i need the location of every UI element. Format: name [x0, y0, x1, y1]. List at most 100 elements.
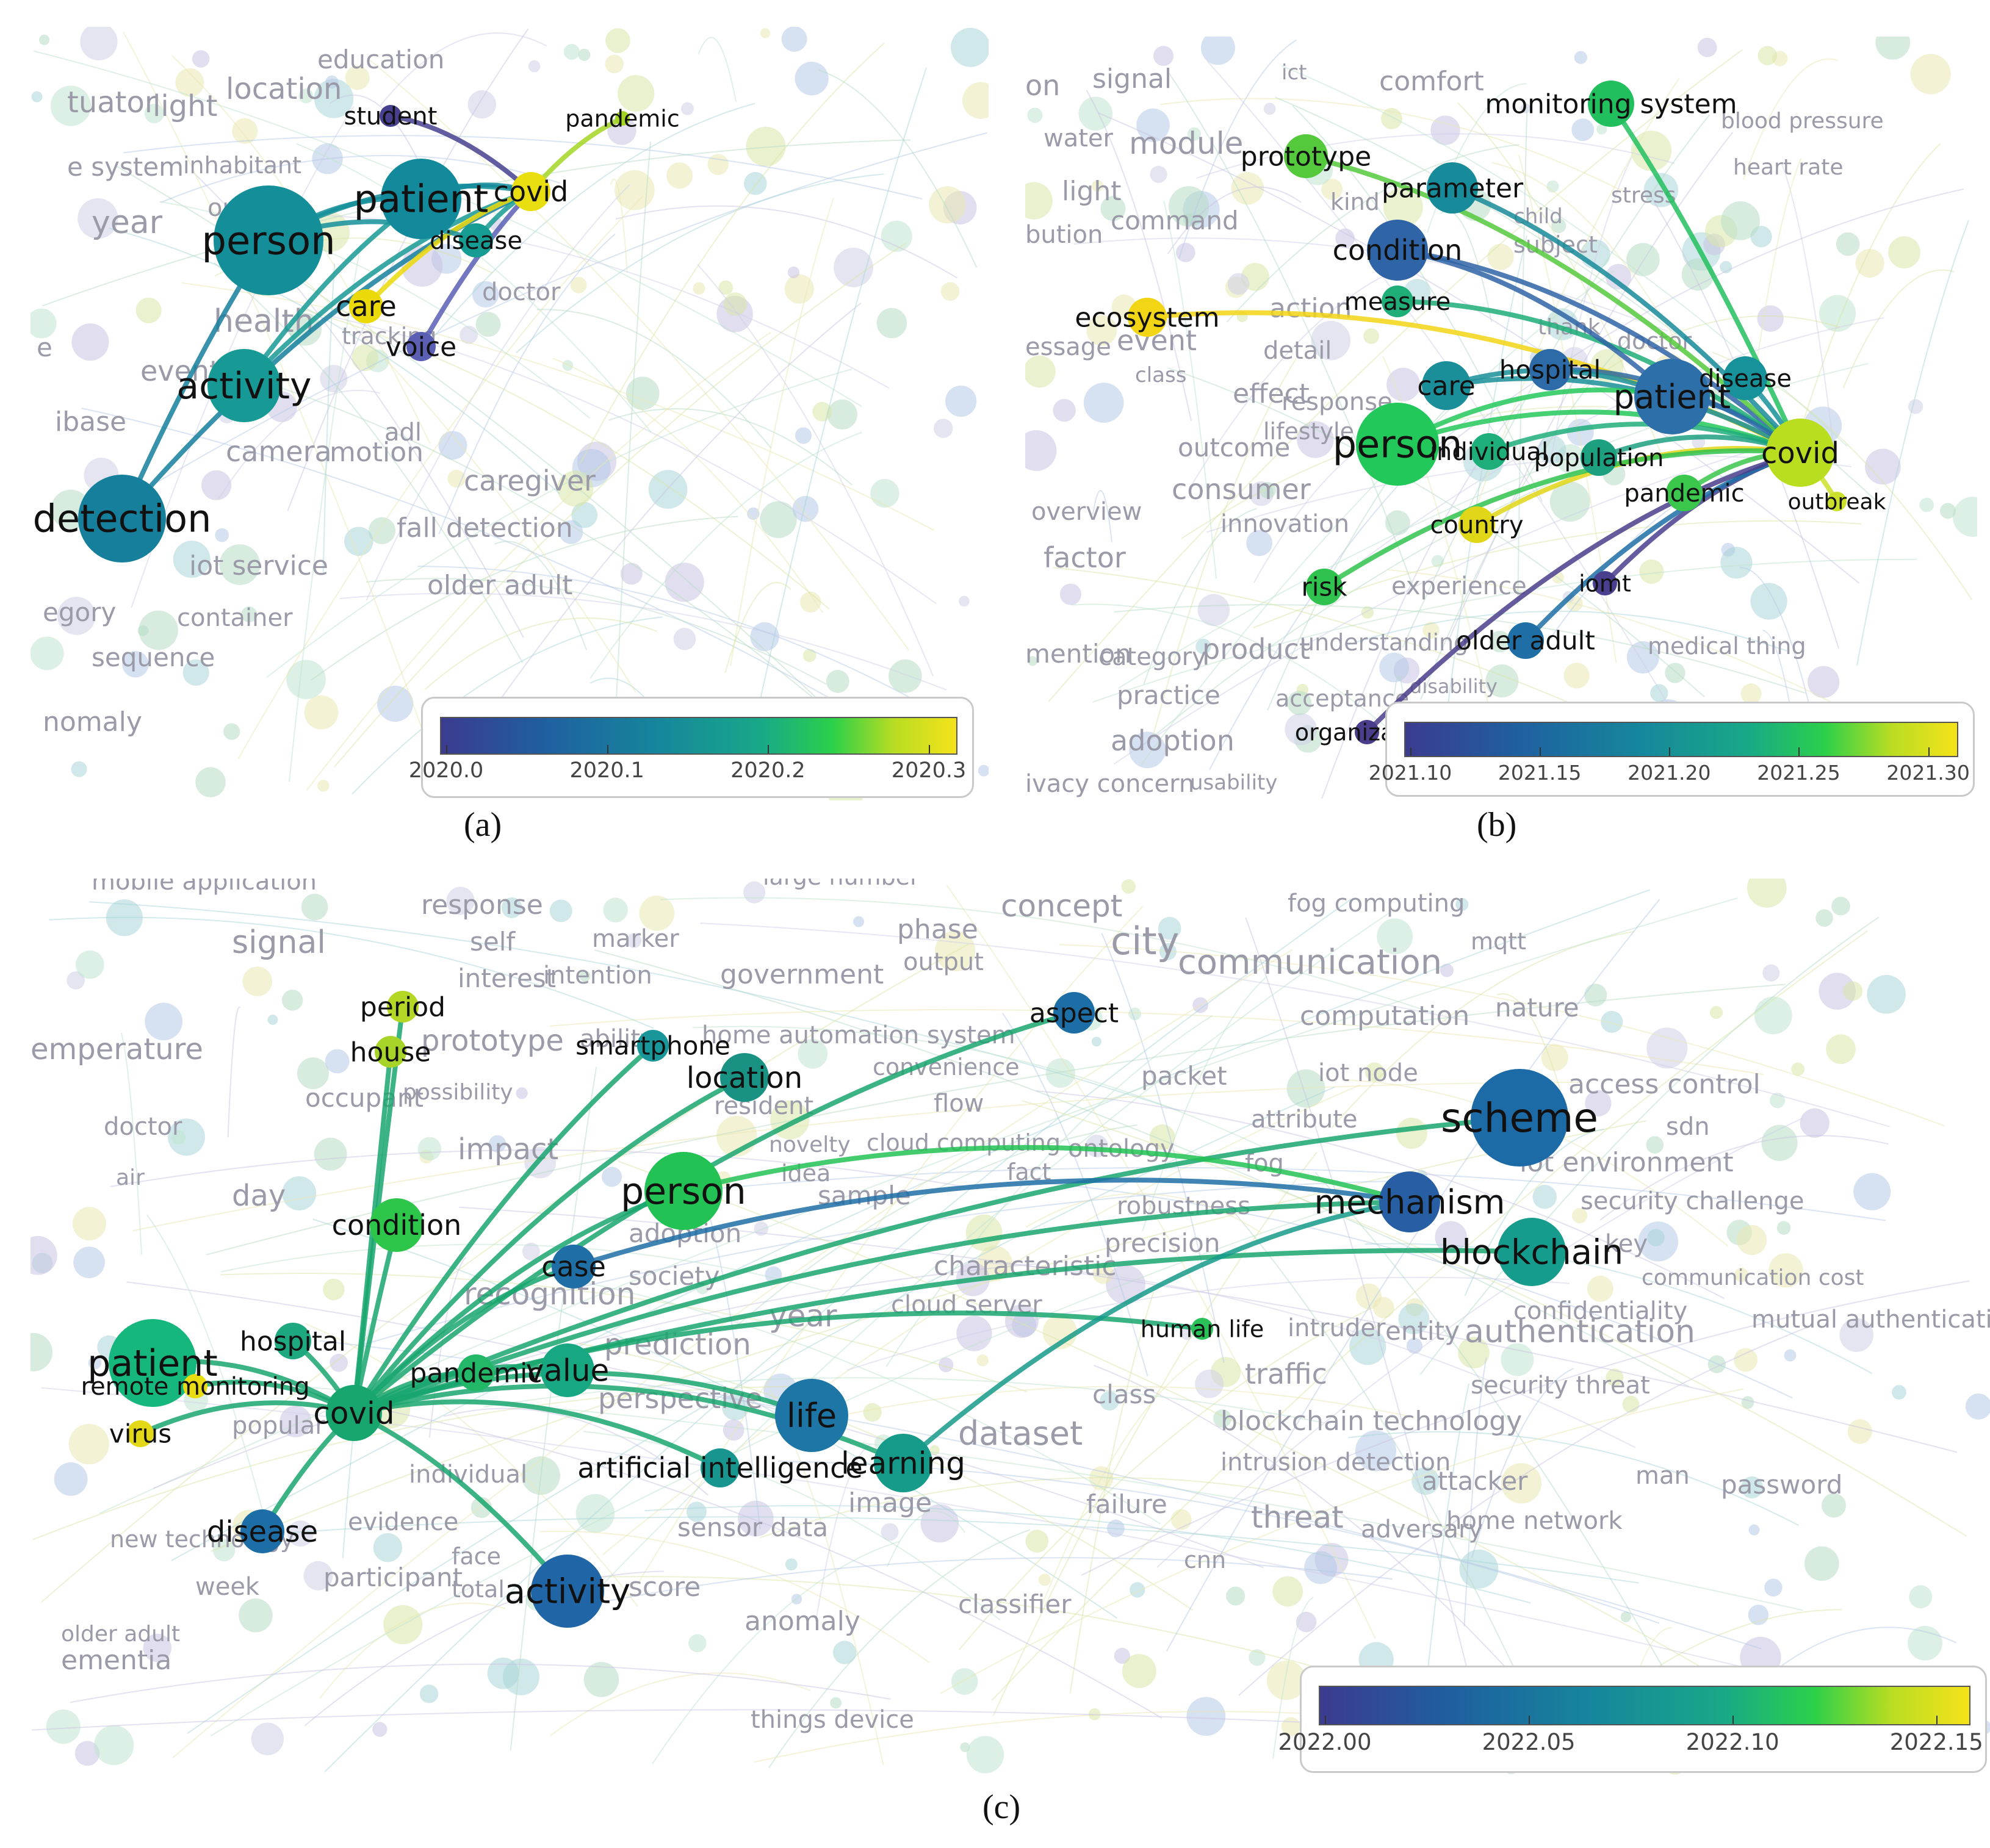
node-blockchain[interactable] [1498, 1218, 1566, 1286]
node-disease[interactable] [459, 223, 493, 257]
node-detection[interactable] [78, 475, 166, 563]
node-learning[interactable] [874, 1434, 932, 1492]
node-hospital[interactable] [275, 1323, 311, 1359]
background-term-confidentiality: confidentiality [1513, 1297, 1687, 1325]
node-care[interactable] [1422, 361, 1471, 410]
background-bubble [1042, 1315, 1078, 1350]
node-condition[interactable] [370, 1198, 424, 1252]
node-outbreak[interactable] [1827, 492, 1847, 511]
background-bubble [760, 28, 771, 38]
node-pandemic[interactable] [1666, 475, 1703, 511]
background-term-command: command [1111, 206, 1239, 235]
background-bubble [688, 1634, 707, 1653]
background-bubble [870, 478, 899, 508]
node-older-adult[interactable] [1507, 622, 1544, 659]
node-hospital[interactable] [1529, 349, 1571, 390]
node-monitoring-system[interactable] [1588, 81, 1634, 127]
background-bubble [1083, 383, 1124, 423]
node-activity[interactable] [207, 349, 281, 422]
background-bubble [145, 1002, 182, 1041]
background-bubble [71, 761, 87, 777]
background-link [532, 1272, 1161, 1525]
node-aspect[interactable] [1053, 992, 1095, 1034]
background-bubble [1571, 118, 1595, 142]
background-link [536, 309, 772, 449]
node-care[interactable] [349, 289, 383, 323]
node-virus[interactable] [127, 1420, 154, 1447]
background-bubble [1784, 1349, 1797, 1362]
node-covid[interactable] [326, 1385, 382, 1441]
background-term-marker: marker [592, 925, 679, 953]
node-prototype[interactable] [1284, 134, 1328, 178]
node-parameter[interactable] [1427, 162, 1478, 214]
node-risk[interactable] [1306, 569, 1343, 605]
node-population[interactable] [1581, 439, 1617, 476]
background-link [220, 1273, 1028, 1392]
node-label-disease: disease [207, 1515, 318, 1549]
background-term-innovation: innovation [1220, 510, 1349, 538]
node-value[interactable] [541, 1343, 594, 1397]
node-smartphone[interactable] [637, 1030, 669, 1062]
background-term-traffic: traffic [1245, 1357, 1327, 1390]
background-link [1081, 1280, 1970, 1576]
link-person-mechanism [681, 1145, 1412, 1204]
node-patient[interactable] [381, 159, 461, 239]
background-bubble [1631, 131, 1672, 171]
node-patient[interactable] [1634, 359, 1710, 434]
node-person[interactable] [644, 1152, 723, 1230]
node-artificial-intelligence[interactable] [701, 1448, 740, 1487]
node-person[interactable] [214, 185, 323, 295]
node-iomt[interactable] [1593, 571, 1617, 595]
background-term-key: key [1605, 1230, 1648, 1258]
node-label-prototype: prototype [1241, 141, 1371, 172]
colorbar-a: 2020.0 2020.1 2020.2 2020.3 [409, 697, 974, 798]
colorbar-tick-label: 2021.10 [1368, 761, 1452, 785]
node-person[interactable] [1356, 403, 1439, 486]
node-disease[interactable] [240, 1509, 284, 1553]
background-term-tuator: tuator [67, 85, 157, 120]
node-covid[interactable] [1766, 419, 1834, 487]
node-disease[interactable] [1723, 356, 1767, 400]
background-bubble [1709, 1005, 1723, 1019]
node-case[interactable] [552, 1245, 596, 1289]
node-patient[interactable] [109, 1319, 196, 1407]
background-term-child: child [1513, 204, 1563, 229]
colorbar-tick [1798, 747, 1800, 756]
background-link [1496, 993, 1570, 1120]
background-term-understanding: understanding [1300, 629, 1468, 656]
background-term-e-system: e system [67, 152, 184, 182]
background-term-government: government [720, 959, 884, 990]
link-learning-mechanism [901, 1199, 1412, 1465]
background-bubble [267, 1015, 278, 1025]
node-scheme[interactable] [1471, 1069, 1568, 1167]
node-life[interactable] [775, 1379, 848, 1452]
background-bubble [31, 1332, 53, 1372]
background-bubble [827, 399, 857, 430]
node-organization[interactable] [1355, 720, 1379, 744]
node-covid[interactable] [511, 172, 550, 211]
node-house[interactable] [375, 1036, 406, 1068]
node-remote-monitoring[interactable] [183, 1374, 207, 1398]
background-bubble [1501, 1463, 1542, 1504]
node-country[interactable] [1458, 506, 1495, 543]
node-condition[interactable] [1367, 220, 1428, 281]
node-activity[interactable] [531, 1555, 604, 1628]
node-individual[interactable] [1471, 433, 1507, 470]
background-link [110, 1149, 964, 1188]
node-student[interactable] [380, 105, 402, 127]
background-bubble [929, 186, 966, 224]
node-pandemic[interactable] [458, 1354, 494, 1391]
background-bubble [834, 247, 873, 287]
node-human-life[interactable] [1191, 1318, 1213, 1340]
node-ecosystem[interactable] [1128, 298, 1167, 337]
node-period[interactable] [387, 991, 419, 1023]
node-voice[interactable] [406, 332, 436, 361]
node-pandemic[interactable] [615, 111, 630, 126]
node-measure[interactable] [1382, 286, 1413, 317]
background-term-intention: intention [543, 962, 652, 990]
background-link [1195, 133, 1675, 179]
background-bubble [1831, 896, 1850, 916]
background-term-nomaly: nomaly [43, 706, 142, 738]
node-mechanism[interactable] [1379, 1171, 1440, 1232]
node-location[interactable] [720, 1053, 769, 1102]
